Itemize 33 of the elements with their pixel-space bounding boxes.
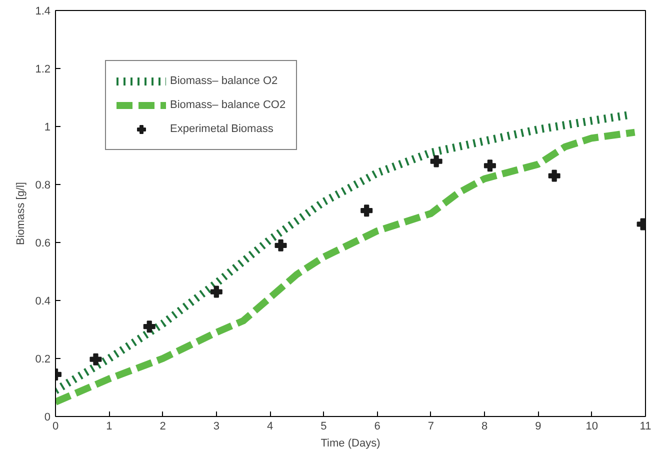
point (484, 160, 496, 172)
y-tick-label: 0 (44, 412, 51, 424)
point (548, 170, 560, 182)
y-tick-label: 1 (44, 122, 51, 134)
x-tick-label: 1 (106, 420, 112, 432)
x-tick-label: 11 (640, 420, 652, 432)
point (274, 239, 287, 252)
point (360, 204, 373, 217)
x-tick-label: 10 (586, 420, 598, 432)
legend-label: Biomass– balance CO2 (170, 99, 286, 111)
x-axis-title: Time (Days) (320, 438, 380, 450)
y-tick-label: 0.6 (35, 238, 51, 250)
x-tick-label: 2 (160, 420, 166, 432)
legend-label: Experimetal Biomass (170, 123, 274, 135)
x-tick-label: 0 (52, 420, 59, 432)
y-tick-label: 0.2 (35, 354, 51, 366)
point (430, 155, 442, 168)
y-tick-label: 0.8 (35, 180, 51, 192)
point (143, 320, 156, 333)
point (210, 286, 222, 298)
y-tick-label: 1.4 (35, 6, 51, 18)
x-tick-label: 9 (535, 420, 542, 432)
legend-label: Biomass– balance O2 (170, 75, 278, 87)
x-tick-label: 3 (213, 420, 220, 432)
y-tick-label: 0.4 (35, 296, 51, 308)
point (90, 353, 102, 366)
y-axis-title: Biomass [g/l] (15, 182, 28, 245)
x-tick-label: 8 (482, 420, 488, 432)
x-tick-label: 6 (374, 420, 380, 432)
x-tick-label: 7 (428, 420, 434, 432)
y-tick-label: 1.2 (35, 64, 51, 76)
x-tick-label: 4 (266, 420, 274, 432)
x-tick-label: 5 (320, 420, 327, 432)
